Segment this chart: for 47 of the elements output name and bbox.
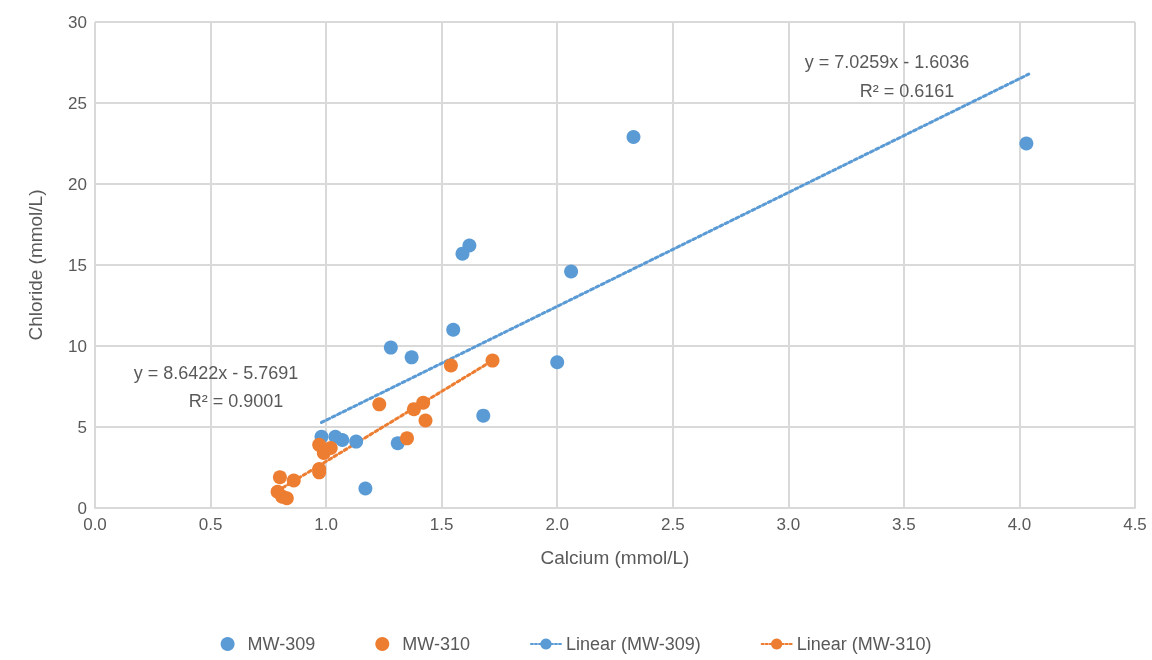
x-tick-label: 4.0 <box>1007 515 1032 534</box>
y-tick-label: 30 <box>68 12 87 32</box>
annotation: y = 8.6422x - 5.7691 <box>133 363 299 383</box>
point <box>550 355 565 370</box>
point <box>462 238 477 253</box>
point <box>564 264 579 279</box>
point <box>349 434 364 449</box>
point <box>443 358 458 373</box>
x-tick-label: 0.5 <box>198 515 223 534</box>
point <box>1019 136 1034 151</box>
point <box>372 397 387 412</box>
annotation: R² = 0.9001 <box>188 391 284 411</box>
x-tick-label: 1.0 <box>314 515 338 534</box>
point <box>446 322 461 337</box>
y-tick-label: 25 <box>68 93 87 113</box>
x-tick-label: 2.5 <box>660 515 685 534</box>
x-tick-label: 4.5 <box>1123 515 1147 534</box>
point <box>416 395 431 410</box>
annotation: y = 7.0259x - 1.6036 <box>804 52 970 72</box>
y-tick-label: 10 <box>68 336 87 356</box>
point <box>400 431 414 446</box>
y-tick-label: 0 <box>77 498 87 518</box>
x-tick-label: 3.5 <box>892 515 916 534</box>
y-tick-label: 15 <box>68 255 87 275</box>
legend-label: MW-310 <box>402 634 470 654</box>
point <box>418 413 433 428</box>
point <box>272 470 287 485</box>
x-tick-label: 3.0 <box>776 515 801 534</box>
point <box>485 353 500 368</box>
y-tick-label: 20 <box>68 174 87 194</box>
point <box>358 481 373 496</box>
point <box>383 340 398 355</box>
legend-label: Linear (MW-310) <box>796 634 932 654</box>
x-tick-label: 2.0 <box>545 515 570 534</box>
point <box>335 432 350 447</box>
point <box>286 473 301 488</box>
y-tick-label: 5 <box>77 417 87 437</box>
legend-label: MW-309 <box>247 634 316 654</box>
x-axis-title: Calcium (mmol/L) <box>540 547 690 568</box>
point <box>626 130 641 145</box>
annotation: R² = 0.6161 <box>859 81 955 101</box>
x-tick-label: 0.0 <box>83 515 107 534</box>
y-axis-title: Chloride (mmol/L) <box>25 189 46 341</box>
legend-label: Linear (MW-309) <box>565 634 701 654</box>
point <box>476 408 491 423</box>
x-tick-label: 1.5 <box>429 515 454 534</box>
point <box>404 350 419 365</box>
